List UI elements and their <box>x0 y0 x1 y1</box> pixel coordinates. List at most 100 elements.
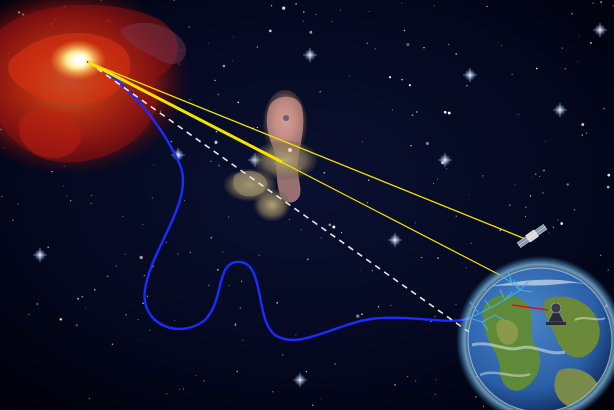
star <box>447 43 450 46</box>
star <box>577 61 579 63</box>
star <box>367 179 370 181</box>
star <box>66 195 68 197</box>
star <box>149 329 151 331</box>
star <box>531 176 532 178</box>
star-spike <box>293 373 307 387</box>
star <box>403 29 406 32</box>
star <box>17 203 19 205</box>
star <box>195 374 197 377</box>
star <box>423 47 425 49</box>
star <box>529 195 532 197</box>
star <box>469 194 471 196</box>
star <box>270 5 273 7</box>
star <box>361 313 363 316</box>
star <box>137 319 139 321</box>
star <box>234 324 237 327</box>
star-spike <box>33 248 47 262</box>
star <box>272 391 274 393</box>
star <box>258 254 260 256</box>
gamma-ray-paths <box>87 60 529 276</box>
star <box>217 269 219 271</box>
star <box>217 93 220 96</box>
star <box>143 274 145 277</box>
star <box>165 241 167 243</box>
star <box>356 314 360 318</box>
star <box>295 334 297 336</box>
star <box>600 1 602 3</box>
star <box>241 280 243 282</box>
star <box>173 0 176 1</box>
star <box>606 185 610 189</box>
star <box>455 304 457 306</box>
star <box>410 145 412 147</box>
star <box>12 219 14 222</box>
star <box>525 206 527 208</box>
cosmic-ray-source <box>0 0 190 175</box>
star <box>166 393 168 395</box>
star <box>392 109 393 111</box>
star <box>455 215 458 217</box>
star <box>359 270 361 272</box>
star <box>323 171 326 174</box>
star <box>581 134 583 136</box>
star <box>85 307 87 309</box>
star <box>47 246 50 249</box>
star <box>309 30 313 34</box>
star <box>242 339 244 341</box>
star <box>388 76 392 79</box>
star <box>36 303 38 305</box>
star <box>445 168 448 170</box>
star-spike <box>303 48 317 62</box>
star <box>571 12 573 15</box>
star <box>499 229 502 231</box>
star <box>222 251 224 253</box>
star <box>425 142 429 145</box>
star <box>189 98 191 101</box>
star <box>315 13 317 15</box>
star <box>232 36 234 38</box>
intervening-nebula <box>224 90 317 221</box>
star <box>341 231 343 234</box>
star <box>414 380 417 382</box>
star <box>111 343 114 346</box>
star <box>106 275 109 278</box>
star <box>115 265 117 267</box>
star <box>592 2 594 4</box>
star <box>88 397 91 400</box>
star <box>189 251 191 254</box>
star <box>81 295 84 298</box>
star <box>511 73 513 76</box>
star <box>411 114 414 116</box>
star <box>208 284 210 287</box>
star <box>174 319 176 321</box>
star <box>434 393 436 395</box>
star <box>465 267 467 269</box>
source-core <box>74 54 86 66</box>
star <box>300 229 302 231</box>
star <box>142 302 144 305</box>
star <box>62 185 64 187</box>
star <box>437 178 439 180</box>
star <box>475 396 477 398</box>
star <box>70 200 72 202</box>
star-spike <box>553 103 567 117</box>
star <box>581 123 585 126</box>
star <box>560 222 564 225</box>
star <box>215 130 218 133</box>
star <box>437 257 439 259</box>
star <box>435 379 437 381</box>
star <box>239 307 241 309</box>
star <box>339 9 342 11</box>
star <box>256 46 259 48</box>
star <box>319 90 322 93</box>
earth <box>456 256 614 410</box>
star <box>182 388 184 390</box>
star <box>401 2 403 4</box>
star <box>470 242 472 244</box>
star <box>153 164 155 166</box>
star <box>539 175 541 177</box>
star <box>455 53 457 55</box>
star <box>28 313 30 315</box>
star <box>178 389 180 391</box>
star <box>328 223 332 227</box>
